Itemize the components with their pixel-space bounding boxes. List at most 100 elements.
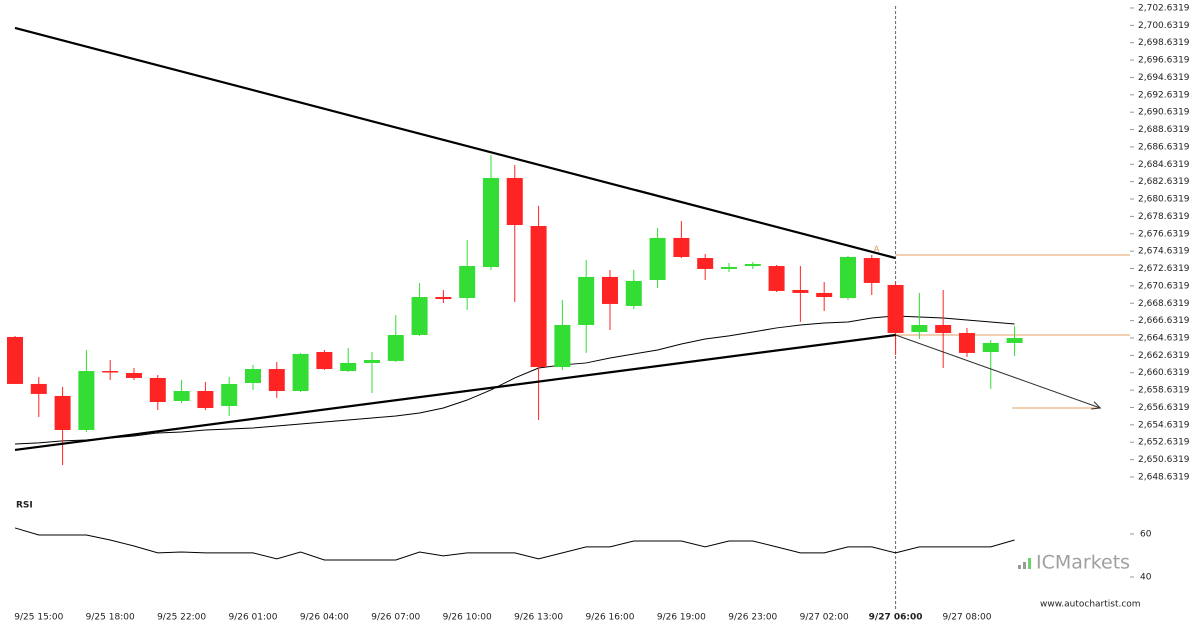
- x-tick-label: 9/26 19:00: [657, 613, 706, 623]
- candle-body: [221, 383, 238, 407]
- x-tick-label: 9/26 23:00: [728, 613, 777, 623]
- y-tick-label: 2,670.6319: [1138, 281, 1190, 291]
- forecast-arrow: [895, 334, 1101, 409]
- x-tick-label: 9/27 06:00: [869, 613, 923, 623]
- y-tick-label: 2,658.6319: [1138, 386, 1190, 396]
- x-tick-label: 9/27 08:00: [942, 613, 991, 623]
- y-tick-label: 2,652.6319: [1138, 438, 1190, 448]
- candle-body: [6, 336, 23, 384]
- candle-body: [125, 373, 142, 378]
- y-tick-label: 2,696.6319: [1138, 56, 1190, 66]
- candle-body: [363, 359, 380, 363]
- y-tick-label: 2,664.6319: [1138, 333, 1190, 343]
- candle-body: [816, 292, 833, 298]
- x-tick-label: 9/26 01:00: [228, 613, 277, 623]
- y-tick-label: 2,690.6319: [1138, 108, 1190, 118]
- y-tick-label: 2,684.6319: [1138, 160, 1190, 170]
- logo: ICMarkets: [1036, 552, 1130, 574]
- x-tick-label: 9/26 04:00: [300, 613, 349, 623]
- candle-body: [649, 237, 666, 280]
- y-tick-label: 2,674.6319: [1138, 247, 1190, 257]
- y-tick-label: 2,662.6319: [1138, 351, 1190, 361]
- y-tick-label: 2,676.6319: [1138, 229, 1190, 239]
- y-tick-label: 2,694.6319: [1138, 73, 1190, 83]
- candle-body: [387, 334, 404, 361]
- source: www.autochartist.com: [1040, 600, 1141, 610]
- candle-body: [601, 276, 618, 304]
- y-tick-label: 2,698.6319: [1138, 38, 1190, 48]
- candle-body: [530, 225, 547, 368]
- rsi-title: RSI: [16, 501, 33, 511]
- y-tick-label: 2,668.6319: [1138, 299, 1190, 309]
- candle-body: [554, 324, 571, 368]
- candle-body: [697, 258, 714, 269]
- candle-body: [149, 377, 166, 403]
- candle-body: [863, 258, 880, 283]
- candle-body: [982, 342, 999, 352]
- candle-body: [911, 324, 928, 333]
- x-tick-label: 9/25 18:00: [86, 613, 135, 623]
- x-tick-label: 9/26 10:00: [443, 613, 492, 623]
- candle-body: [54, 395, 71, 430]
- y-tick-label: 2,660.6319: [1138, 368, 1190, 378]
- rsi-tick-label: 60: [1140, 529, 1152, 539]
- candle-body: [173, 390, 190, 401]
- y-tick-label: 2,654.6319: [1138, 420, 1190, 430]
- y-tick-label: 2,672.6319: [1138, 264, 1190, 274]
- candle-body: [292, 353, 309, 391]
- logo-icon: [1018, 558, 1031, 569]
- rsi-line: [14, 527, 1015, 561]
- rsi-tick-label: 40: [1140, 572, 1152, 582]
- candle-body: [673, 237, 690, 257]
- candle-body: [244, 369, 261, 384]
- trend-line: [14, 26, 896, 260]
- candle-body: [268, 369, 285, 391]
- candle-body: [316, 351, 333, 370]
- candle-body: [720, 266, 737, 269]
- moving-average: [14, 315, 1015, 445]
- candle-body: [340, 362, 357, 372]
- candle-body: [102, 371, 119, 373]
- candle-body: [792, 289, 809, 293]
- x-tick-label: 9/26 16:00: [585, 613, 634, 623]
- candle-body: [625, 280, 642, 306]
- y-tick-label: 2,680.6319: [1138, 195, 1190, 205]
- x-tick-label: 9/25 22:00: [157, 613, 206, 623]
- candle-body: [482, 177, 499, 267]
- y-tick-label: 2,656.6319: [1138, 403, 1190, 413]
- candle-body: [768, 266, 785, 291]
- candle-body: [935, 324, 952, 333]
- y-tick-label: 2,686.6319: [1138, 142, 1190, 152]
- arrow-head: [1091, 401, 1102, 410]
- candle-body: [506, 177, 523, 226]
- y-tick-label: 2,648.6319: [1138, 472, 1190, 482]
- y-tick-label: 2,678.6319: [1138, 212, 1190, 222]
- x-tick-label: 9/25 15:00: [14, 613, 63, 623]
- candle-body: [744, 264, 761, 267]
- y-tick-label: 2,702.6319: [1138, 3, 1190, 13]
- y-tick-label: 2,650.6319: [1138, 455, 1190, 465]
- x-tick-label: 9/26 13:00: [514, 613, 563, 623]
- y-tick-label: 2,692.6319: [1138, 90, 1190, 100]
- candle-body: [887, 284, 904, 333]
- y-tick-label: 2,682.6319: [1138, 177, 1190, 187]
- candle-body: [411, 297, 428, 335]
- candle-body: [839, 256, 856, 298]
- annotation: A: [874, 244, 880, 253]
- candle-body: [30, 383, 47, 394]
- candle-body: [1006, 338, 1023, 343]
- candle-body: [459, 266, 476, 298]
- trend-line: [14, 333, 896, 452]
- candle-body: [78, 371, 95, 430]
- candle-body: [435, 297, 452, 300]
- candle-body: [578, 276, 595, 325]
- candle-body: [197, 390, 214, 409]
- x-tick-label: 9/26 07:00: [371, 613, 420, 623]
- candle-body: [958, 332, 975, 353]
- y-tick-label: 2,666.6319: [1138, 316, 1190, 326]
- x-tick-label: 9/27 02:00: [800, 613, 849, 623]
- y-tick-label: 2,688.6319: [1138, 125, 1190, 135]
- y-tick-label: 2,700.6319: [1138, 21, 1190, 31]
